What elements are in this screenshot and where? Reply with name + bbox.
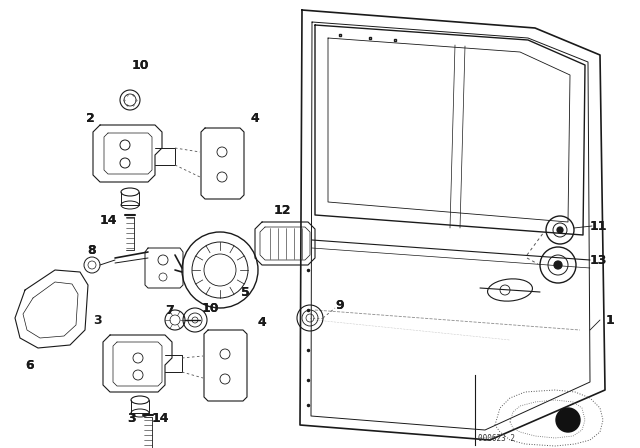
Text: 8: 8 bbox=[88, 244, 96, 257]
Circle shape bbox=[557, 227, 563, 233]
Text: 10: 10 bbox=[201, 302, 219, 314]
Text: 14: 14 bbox=[151, 412, 169, 425]
Text: 4: 4 bbox=[258, 315, 266, 328]
Text: 9: 9 bbox=[336, 298, 344, 311]
Text: 2: 2 bbox=[86, 112, 94, 125]
Text: 4: 4 bbox=[251, 112, 259, 125]
Text: 2: 2 bbox=[86, 112, 94, 125]
Text: 13: 13 bbox=[589, 254, 607, 267]
Text: 8: 8 bbox=[88, 244, 96, 257]
Text: 10: 10 bbox=[131, 59, 148, 72]
Text: 000623 2: 000623 2 bbox=[478, 434, 515, 443]
Text: 11: 11 bbox=[589, 220, 607, 233]
Text: 3: 3 bbox=[93, 314, 102, 327]
Text: 7: 7 bbox=[166, 303, 174, 316]
Text: 13: 13 bbox=[589, 254, 607, 267]
Text: 6: 6 bbox=[26, 358, 35, 371]
Text: 3: 3 bbox=[128, 412, 136, 425]
Circle shape bbox=[554, 261, 562, 269]
Circle shape bbox=[556, 408, 580, 432]
Text: 14: 14 bbox=[99, 214, 116, 227]
Text: 3: 3 bbox=[128, 412, 136, 425]
Text: 5: 5 bbox=[241, 285, 250, 298]
Text: 1: 1 bbox=[605, 314, 614, 327]
Text: 7: 7 bbox=[166, 303, 174, 316]
Text: 12: 12 bbox=[273, 203, 291, 216]
Text: 11: 11 bbox=[589, 220, 607, 233]
Text: 14: 14 bbox=[99, 214, 116, 227]
Text: 14: 14 bbox=[151, 412, 169, 425]
Text: 5: 5 bbox=[241, 285, 250, 298]
Text: 4: 4 bbox=[258, 315, 266, 328]
Text: 6: 6 bbox=[26, 358, 35, 371]
Text: 10: 10 bbox=[131, 59, 148, 72]
Text: 4: 4 bbox=[251, 112, 259, 125]
Text: 10: 10 bbox=[201, 302, 219, 314]
Text: 1: 1 bbox=[605, 314, 614, 327]
Text: 9: 9 bbox=[336, 298, 344, 311]
Text: 12: 12 bbox=[273, 203, 291, 216]
